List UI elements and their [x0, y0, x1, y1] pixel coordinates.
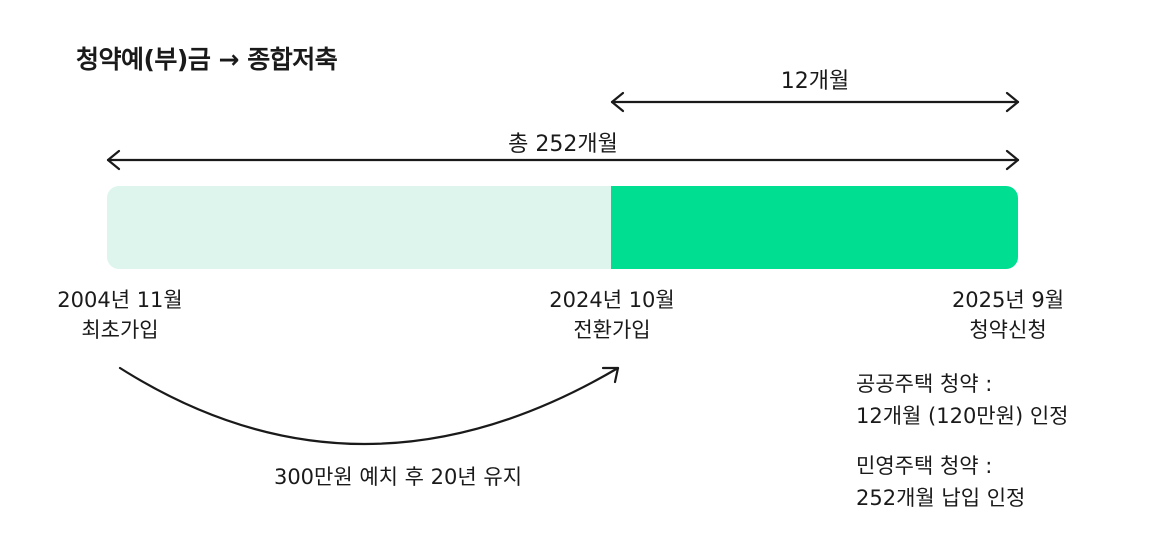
transition-note: 300만원 예치 후 20년 유지: [273, 465, 523, 489]
milestone-event: 최초가입: [81, 318, 159, 342]
milestone-event: 청약신청: [969, 318, 1047, 342]
milestone-application: 2025년 9월 청약신청: [952, 285, 1064, 345]
public-housing-note: 공공주택 청약 : 12개월 (120만원) 인정: [856, 368, 1068, 432]
recent-span-label: 12개월: [780, 69, 850, 94]
total-span-label: 총 252개월: [508, 132, 618, 157]
recent-span-arrow: [610, 91, 1020, 113]
milestone-first-join: 2004년 11월 최초가입: [57, 285, 182, 345]
timeline-bar-converted-segment: [610, 186, 1018, 269]
public-note-detail: 12개월 (120만원) 인정: [856, 404, 1069, 428]
transition-curve-arrow: [118, 366, 620, 446]
private-note-heading: 민영주택 청약 :: [856, 454, 993, 478]
public-note-heading: 공공주택 청약 :: [856, 372, 993, 396]
milestone-date: 2025년 9월: [951, 288, 1065, 312]
timeline-bar: [107, 186, 1018, 269]
milestone-date: 2024년 10월: [549, 288, 675, 312]
milestone-date: 2004년 11월: [57, 288, 183, 312]
private-note-detail: 252개월 납입 인정: [856, 486, 1026, 510]
page-title: 청약예(부)금 → 종합저축: [76, 45, 338, 74]
milestone-conversion: 2024년 10월 전환가입: [549, 285, 674, 345]
milestone-event: 전환가입: [573, 318, 651, 342]
total-span-arrow: [106, 149, 1020, 171]
private-housing-note: 민영주택 청약 : 252개월 납입 인정: [856, 450, 1025, 514]
